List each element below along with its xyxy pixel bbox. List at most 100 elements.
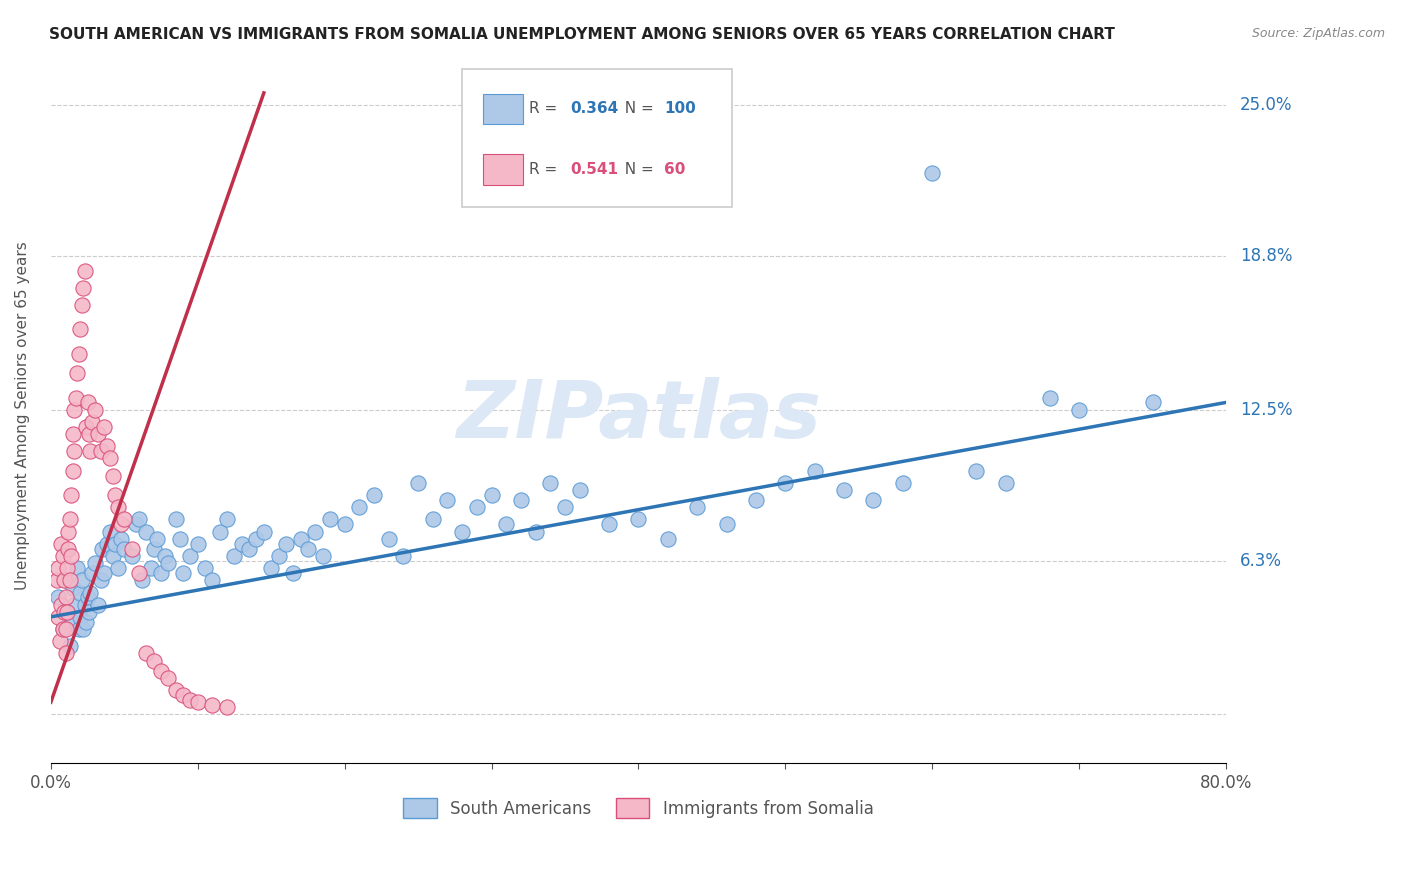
Point (238, 541, 260, 556)
Point (59, 512, 82, 526)
Point (96, 439, 118, 453)
Point (157, 556, 180, 570)
Legend: South Americans, Immigrants from Somalia: South Americans, Immigrants from Somalia (396, 792, 880, 824)
Point (377, 532, 399, 546)
Point (65, 391, 87, 405)
Point (217, 700, 239, 714)
Point (994, 475, 1017, 490)
Point (169, 532, 191, 546)
Point (832, 483, 855, 498)
Point (311, 549, 333, 563)
Point (775, 475, 797, 490)
Point (125, 517, 148, 532)
Point (53, 605, 76, 619)
Point (79, 444, 101, 458)
Point (392, 549, 415, 563)
Point (150, 664, 173, 678)
Point (56, 605, 79, 619)
Point (60, 549, 83, 563)
Point (49, 537, 72, 551)
Point (62, 464, 84, 478)
Point (45, 574, 67, 588)
Point (72, 281, 94, 295)
Point (283, 566, 305, 580)
Point (75, 419, 97, 434)
Point (598, 517, 620, 532)
Point (49, 598, 72, 612)
Point (142, 654, 165, 668)
Text: 0.541: 0.541 (571, 161, 619, 177)
Point (165, 512, 187, 526)
Text: 60: 60 (664, 161, 686, 177)
Point (58, 541, 80, 556)
Point (135, 524, 157, 539)
Point (104, 488, 127, 502)
Point (60, 488, 83, 502)
Point (131, 574, 153, 588)
Point (349, 500, 371, 515)
Point (554, 500, 576, 515)
Point (98, 451, 121, 466)
Point (46, 610, 69, 624)
Point (201, 574, 224, 588)
Point (96, 537, 118, 551)
Point (179, 549, 201, 563)
Point (267, 549, 290, 563)
Point (73, 264, 96, 278)
Point (538, 475, 561, 490)
Point (187, 695, 209, 709)
Point (231, 537, 253, 551)
Point (104, 537, 127, 551)
Point (107, 561, 129, 575)
Point (481, 488, 503, 502)
Point (52, 622, 75, 636)
Point (1142, 395, 1164, 409)
Point (921, 166, 943, 180)
Point (245, 532, 267, 546)
Point (150, 566, 173, 580)
Point (67, 622, 90, 636)
Point (253, 524, 276, 539)
Point (90, 574, 112, 588)
Point (172, 566, 194, 580)
Point (62, 427, 84, 442)
Point (83, 556, 105, 570)
Point (52, 622, 75, 636)
Point (745, 492, 768, 507)
Point (93, 566, 115, 580)
Point (98, 524, 121, 539)
Point (436, 492, 458, 507)
Point (107, 500, 129, 515)
Text: SOUTH AMERICAN VS IMMIGRANTS FROM SOMALIA UNEMPLOYMENT AMONG SENIORS OVER 65 YEA: SOUTH AMERICAN VS IMMIGRANTS FROM SOMALI… (49, 27, 1115, 42)
Text: N =: N = (614, 161, 658, 177)
Point (157, 671, 180, 685)
Point (69, 322, 91, 336)
Point (155, 549, 177, 563)
Text: N =: N = (614, 102, 658, 116)
Point (862, 492, 884, 507)
Text: 12.5%: 12.5% (1240, 401, 1292, 418)
Point (145, 532, 167, 546)
Text: 0.364: 0.364 (571, 102, 619, 116)
Point (110, 532, 132, 546)
Point (1039, 391, 1062, 405)
Y-axis label: Unemployment Among Seniors over 65 years: Unemployment Among Seniors over 65 years (15, 242, 30, 591)
Text: 6.3%: 6.3% (1240, 552, 1282, 570)
Point (90, 444, 112, 458)
Point (76, 395, 98, 409)
Point (79, 585, 101, 599)
Text: 18.8%: 18.8% (1240, 247, 1292, 265)
Point (91, 541, 114, 556)
Point (63, 598, 86, 612)
Point (67, 346, 90, 360)
Point (363, 488, 385, 502)
Point (165, 683, 187, 698)
Point (112, 541, 135, 556)
Point (510, 492, 533, 507)
Point (686, 500, 709, 515)
Point (451, 524, 474, 539)
Point (716, 517, 738, 532)
Point (46, 561, 69, 575)
Point (142, 541, 165, 556)
Point (128, 512, 150, 526)
